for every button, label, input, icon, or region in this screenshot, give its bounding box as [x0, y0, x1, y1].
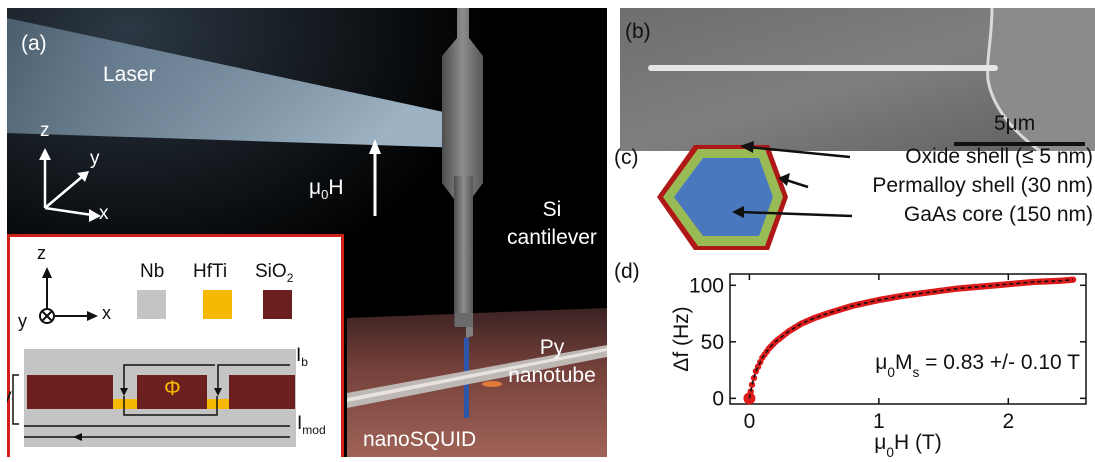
scale-bar [954, 142, 1085, 146]
panel-a-label: (a) [21, 32, 47, 55]
y-axis-label: Δf (Hz) [670, 306, 693, 371]
imod-label: Imod [297, 413, 326, 437]
ib-label: Ib [296, 345, 308, 369]
x-axis-label: μ0H (T) [874, 431, 942, 457]
panel-c-label: (c) [614, 146, 639, 169]
axis-y-label: y [90, 148, 100, 169]
data-point [750, 374, 758, 382]
laser-beam [7, 18, 465, 148]
nanosquid-label: nanoSQUID [363, 428, 477, 451]
axis-x-label: x [99, 203, 109, 224]
sem-image [620, 8, 1095, 151]
fit-line [748, 278, 1074, 399]
y-tick-label: 50 [701, 331, 724, 354]
sem-nanotube [648, 65, 998, 71]
scale-label: 5μm [994, 112, 1036, 135]
laser-label: Laser [103, 63, 156, 86]
phi-label: Φ [164, 377, 181, 400]
x-tick-label: 1 [873, 410, 885, 433]
axis-z-label: z [40, 120, 50, 141]
gaas-core-label: GaAs core (150 nm) [903, 203, 1093, 226]
panel-c: (c) Oxide shell (≤ 5 nm) Permalloy shell… [612, 140, 1095, 260]
legend-sio2: SiO2 [255, 261, 294, 285]
cantilever-body [442, 8, 483, 203]
panel-d-label: (d) [614, 260, 640, 283]
panel-b: (b) 5μm [620, 8, 1095, 151]
magnetization-chart: 0 1 2 0 50 100 μ0H (T) Δf (Hz) μ0Ms = 0.83 +/- 0… [670, 273, 1087, 460]
cantilever-shaft [454, 176, 473, 326]
plot-frame [729, 273, 1087, 405]
coordinate-axes-icon [39, 148, 101, 222]
inset-axis-x: x [102, 303, 111, 323]
panel-d: 0 1 2 0 50 100 μ0H (T) Δf (Hz) μ0Ms = 0.83 +/- 0… [612, 258, 1095, 460]
y-tick-label: 0 [712, 387, 724, 410]
inset-axes-icon [39, 267, 98, 324]
y-tick-label: 100 [689, 274, 724, 297]
panel-b-label: (b) [625, 20, 651, 43]
inset-axis-y: y [18, 311, 27, 331]
inset-box: z y x Nb HfTi SiO2 Φ V Ib Imod [7, 234, 344, 457]
legend-nb: Nb [140, 261, 165, 282]
field-label: μ0H [309, 176, 344, 203]
x-tick-label: 2 [1002, 410, 1014, 433]
x-tick-label: 0 [744, 410, 756, 433]
data-point-origin [743, 392, 756, 405]
data-point [748, 381, 756, 388]
oxide-shell-label: Oxide shell (≤ 5 nm) [905, 145, 1093, 168]
fit-annotation: μ0Ms = 0.83 +/- 0.10 T [875, 351, 1080, 380]
inset-schematic [12, 267, 296, 447]
inset-axis-z: z [37, 243, 46, 263]
panel-a: (a) Laser z y x μ0H Si cantilever Py nanot… [7, 8, 607, 457]
v-label: V [7, 389, 12, 411]
cantilever-label: Si cantilever [507, 198, 597, 249]
permalloy-shell-label: Permalloy shell (30 nm) [872, 174, 1093, 197]
py-nanotube-label: Py nanotube [508, 336, 596, 387]
hexagon-cross-section [657, 141, 853, 250]
legend-hfti: HfTi [193, 261, 228, 282]
